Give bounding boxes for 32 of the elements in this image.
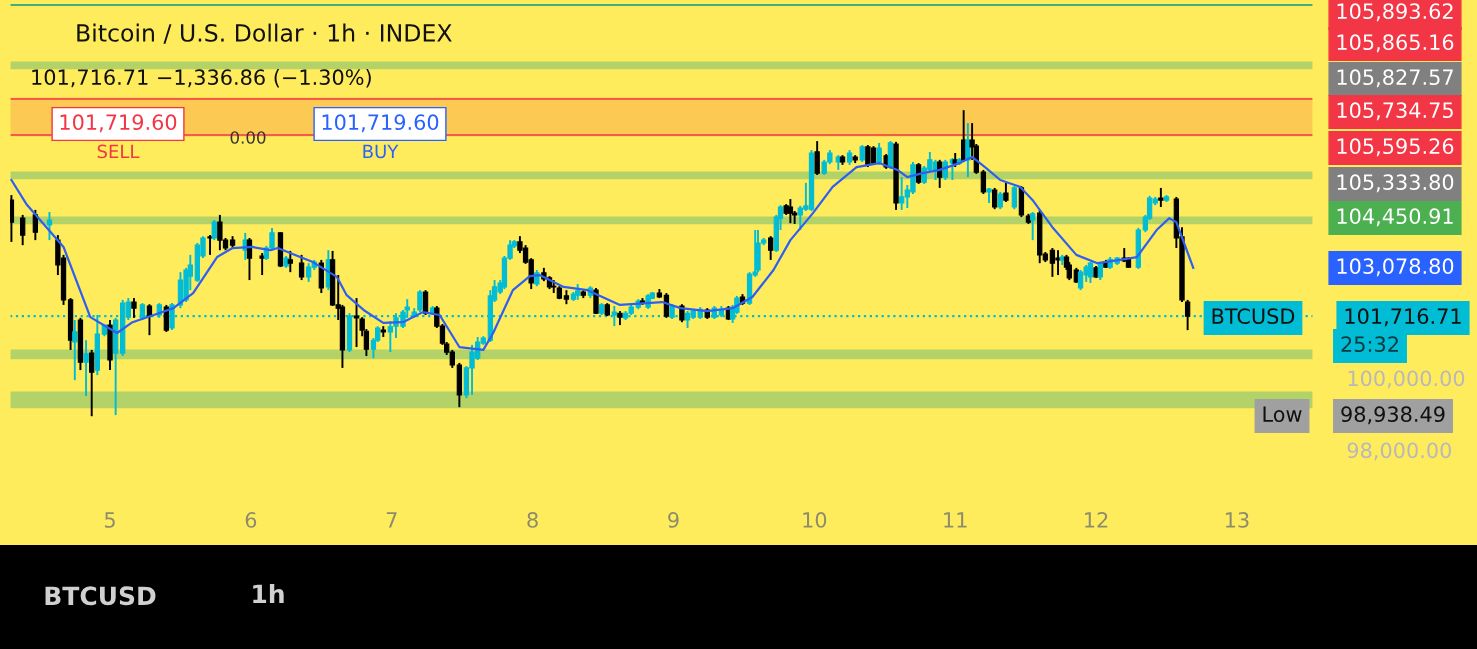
x-tick-label: 8 xyxy=(527,512,538,528)
x-tick-label: 7 xyxy=(386,512,397,528)
text: 105,865.16 xyxy=(1337,34,1454,53)
text: BTCUSD xyxy=(45,586,156,606)
annotation: Low xyxy=(1263,406,1302,423)
y-tick-label: 98,000.00 xyxy=(1347,442,1451,461)
annotation: 101,719.60 xyxy=(60,114,177,133)
y-tick-label: 100,000.00 xyxy=(1348,370,1465,389)
x-tick-label: 9 xyxy=(668,512,679,528)
text: 103,078.80 xyxy=(1337,258,1454,277)
x-tick-label: 11 xyxy=(944,512,967,528)
text: 105,333.80 xyxy=(1337,174,1454,193)
text: 105,734.75 xyxy=(1337,102,1453,121)
x-tick-label: 13 xyxy=(1225,512,1249,528)
x-tick-label: 5 xyxy=(104,512,115,528)
annotation: 101,719.60 xyxy=(322,114,439,133)
text: 105,893.62 xyxy=(1337,3,1453,22)
text: 1h xyxy=(253,583,284,603)
annotation: BUY xyxy=(363,144,399,159)
text: Bitcoin / U.S. Dollar · 1h · INDEX xyxy=(77,23,452,44)
text: 25:32 xyxy=(1341,336,1398,353)
text: 105,827.57 xyxy=(1337,69,1453,88)
text: 98,938.49 xyxy=(1341,406,1445,425)
text: 105,595.26 xyxy=(1337,138,1454,157)
text: 104,450.91 xyxy=(1337,208,1453,227)
annotation: SELL xyxy=(97,144,140,159)
text: 101,716.71 xyxy=(1345,308,1461,327)
annotation: BTCUSD xyxy=(1212,308,1295,325)
text: 101,716.71 −1,336.86 (−1.30%) xyxy=(32,68,371,88)
x-tick-label: 10 xyxy=(803,512,827,528)
x-tick-label: 12 xyxy=(1085,512,1108,528)
x-tick-label: 6 xyxy=(245,512,257,528)
